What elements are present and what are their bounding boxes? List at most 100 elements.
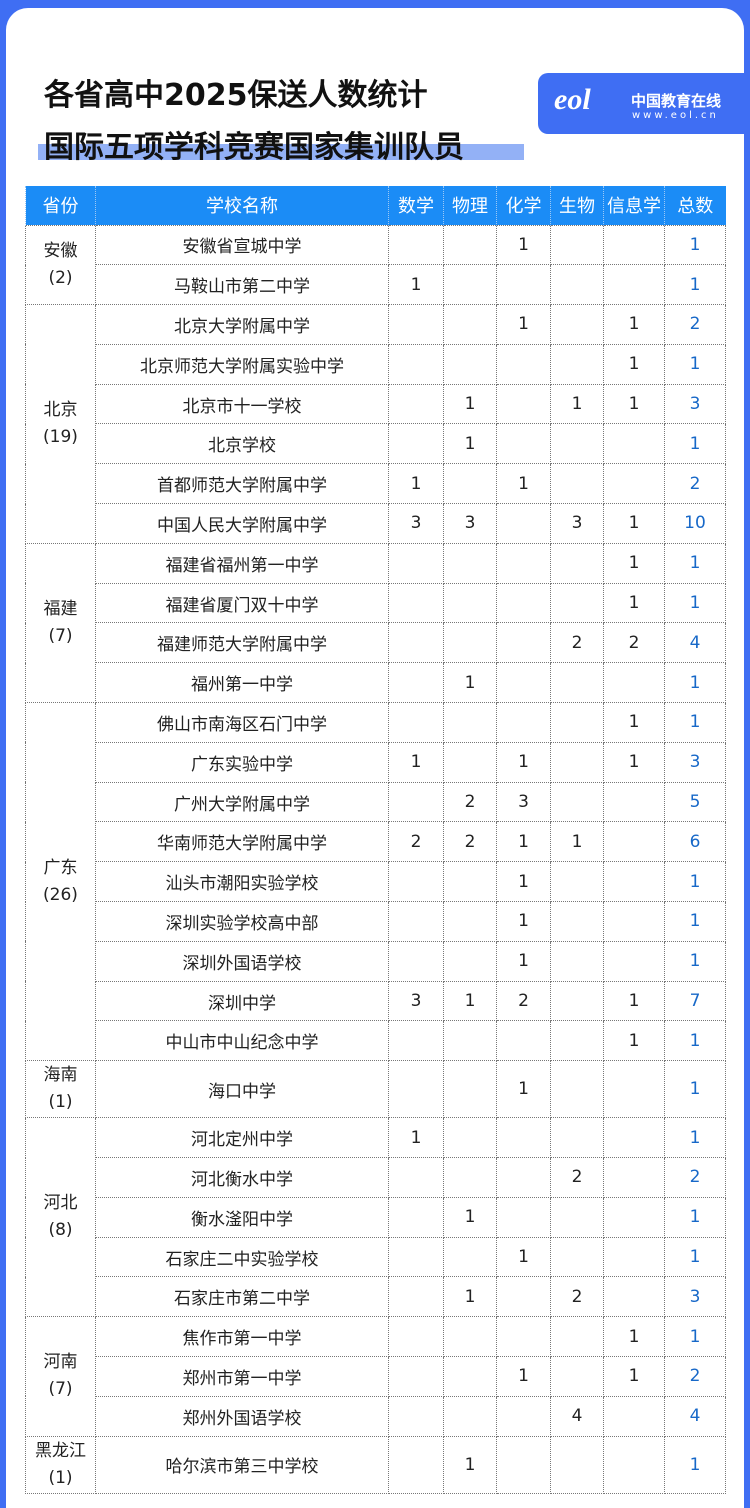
physics-cell [443, 1356, 497, 1397]
physics-cell [443, 940, 497, 982]
chemistry-cell [496, 343, 551, 385]
physics-cell [443, 1060, 497, 1119]
physics-cell [443, 1157, 497, 1198]
informatics-cell: 2 [603, 622, 665, 664]
biology-cell [550, 304, 604, 345]
table-row: 石家庄二中实验学校 1 1 [26, 1236, 726, 1278]
informatics-cell [603, 1395, 665, 1437]
math-cell: 1 [388, 741, 444, 783]
informatics-cell: 1 [603, 1020, 665, 1062]
informatics-cell: 1 [603, 1356, 665, 1397]
math-cell [388, 901, 444, 942]
biology-cell [550, 1020, 604, 1062]
total-cell: 1 [664, 1435, 726, 1494]
physics-cell [443, 463, 497, 505]
province-cell: 北京 (19) [25, 304, 96, 544]
total-cell: 1 [664, 1236, 726, 1278]
informatics-cell [603, 861, 665, 903]
biology-cell [550, 1236, 604, 1278]
total-cell: 1 [664, 1117, 726, 1159]
chemistry-cell [496, 383, 551, 425]
physics-cell [443, 304, 497, 345]
math-cell [388, 1196, 444, 1238]
physics-cell: 1 [443, 1196, 497, 1238]
table-row: 福建省厦门双十中学 1 1 [26, 582, 726, 624]
table-row: 广东实验中学 1 1 1 3 [26, 741, 726, 783]
physics-cell [443, 741, 497, 783]
province-name: 海南 [43, 1065, 78, 1086]
informatics-cell [603, 1196, 665, 1238]
school-name: 北京学校 [95, 423, 389, 465]
physics-cell [443, 343, 497, 385]
chemistry-cell: 1 [496, 901, 551, 942]
school-name: 华南师范大学附属中学 [95, 821, 389, 863]
informatics-cell: 1 [603, 980, 665, 1022]
math-cell [388, 383, 444, 425]
biology-cell [550, 1316, 604, 1358]
chemistry-cell [496, 702, 551, 743]
total-cell: 1 [664, 861, 726, 903]
total-cell: 3 [664, 383, 726, 425]
math-cell [388, 1020, 444, 1062]
math-cell [388, 1316, 444, 1358]
header-province: 省份 [25, 186, 96, 225]
chemistry-cell [496, 1157, 551, 1198]
math-cell: 1 [388, 264, 444, 306]
school-name: 郑州外国语学校 [95, 1395, 389, 1437]
school-name: 北京市十一学校 [95, 383, 389, 425]
school-name: 深圳中学 [95, 980, 389, 1022]
biology-cell [550, 940, 604, 982]
province-count: (19) [43, 426, 78, 447]
table-row: 河南 (7) 焦作市第一中学 1 1 [25, 1316, 726, 1437]
total-cell: 1 [664, 423, 726, 465]
school-name: 焦作市第一中学 [95, 1316, 389, 1358]
province-cell: 海南 (1) [25, 1060, 96, 1119]
informatics-cell [603, 423, 665, 465]
table-row: 中国人民大学附属中学 3 3 3 1 10 [26, 503, 726, 544]
chemistry-cell: 1 [496, 861, 551, 903]
province-name: 黑龙江 [35, 1440, 86, 1461]
math-cell: 2 [388, 821, 444, 863]
school-name: 河北衡水中学 [95, 1157, 389, 1198]
math-cell [388, 1356, 444, 1397]
table-row: 首都师范大学附属中学 1 1 2 [26, 463, 726, 505]
table-row: 华南师范大学附属中学 2 2 1 1 6 [26, 821, 726, 863]
math-cell [388, 423, 444, 465]
table-row: 福建 (7) 福建省福州第一中学 1 1 [25, 542, 726, 704]
physics-cell [443, 224, 497, 266]
school-name: 中山市中山纪念中学 [95, 1020, 389, 1062]
total-cell: 3 [664, 741, 726, 783]
informatics-cell: 1 [603, 542, 665, 584]
physics-cell: 1 [443, 980, 497, 1022]
province-cell: 河北 (8) [25, 1117, 96, 1318]
math-cell [388, 781, 444, 823]
province-name: 河北 [43, 1193, 78, 1214]
header-physics: 物理 [443, 186, 497, 225]
total-cell: 4 [664, 1395, 726, 1437]
chemistry-cell [496, 503, 551, 544]
biology-cell [550, 1196, 604, 1238]
school-name: 汕头市潮阳实验学校 [95, 861, 389, 903]
header-informatics: 信息学 [603, 186, 665, 225]
informatics-cell [603, 1276, 665, 1318]
chemistry-cell [496, 1196, 551, 1238]
chemistry-cell [496, 1435, 551, 1494]
chemistry-cell: 1 [496, 821, 551, 863]
physics-cell: 1 [443, 1435, 497, 1494]
table-row: 福建师范大学附属中学 2 2 4 [26, 622, 726, 664]
header-row: 省份 学校名称 数学 物理 化学 生物 信息学 总数 [25, 186, 726, 225]
school-name: 郑州市第一中学 [95, 1356, 389, 1397]
math-cell [388, 662, 444, 704]
province-cell: 广东 (26) [25, 702, 96, 1062]
informatics-cell [603, 781, 665, 823]
informatics-cell [603, 1117, 665, 1159]
math-cell: 1 [388, 463, 444, 505]
province-count: (7) [48, 625, 73, 646]
chemistry-cell [496, 264, 551, 306]
school-name: 海口中学 [95, 1060, 389, 1119]
informatics-cell: 1 [603, 383, 665, 425]
physics-cell [443, 582, 497, 624]
table-row: 郑州市第一中学 1 1 2 [26, 1356, 726, 1397]
informatics-cell [603, 1060, 665, 1119]
biology-cell [550, 224, 604, 266]
